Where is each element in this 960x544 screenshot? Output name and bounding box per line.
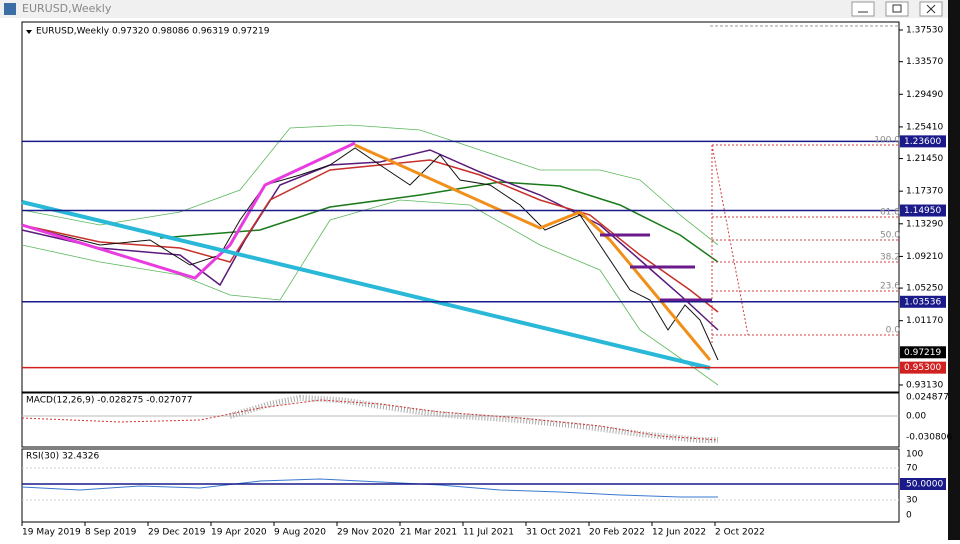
price-label: 1.05250 — [906, 284, 943, 294]
price-label: 1.33570 — [906, 57, 943, 67]
chart-drawings — [21, 25, 899, 501]
date-label: 9 Aug 2020 — [274, 528, 326, 538]
macd-signal — [21, 399, 719, 441]
fib-label: 23.6 — [880, 282, 900, 292]
restore-button[interactable] — [885, 1, 909, 17]
fib-label: 50.0 — [880, 231, 900, 241]
level-tag — [900, 346, 946, 359]
ma-purple — [21, 149, 719, 331]
date-label: 11 Jul 2021 — [463, 528, 514, 538]
close-icon — [926, 4, 936, 14]
price-label: 1.25410 — [906, 122, 943, 132]
price-label: 1.37530 — [906, 26, 943, 36]
price-label: 1.01170 — [906, 316, 943, 326]
fib-label: 38.2 — [880, 253, 900, 263]
fib-label: 100.0 — [874, 136, 900, 146]
window-title: EURUSD,Weekly — [22, 2, 112, 15]
price — [21, 147, 719, 361]
fib-label: 0.0 — [886, 326, 901, 336]
macd-header: MACD(12,26,9) -0.028275 -0.027077 — [26, 396, 192, 406]
main-header: EURUSD,Weekly 0.97320 0.98086 0.96319 0.… — [36, 27, 270, 37]
header-arrow — [26, 30, 32, 34]
bollinger-lower — [21, 199, 719, 386]
date-label: 19 May 2019 — [22, 528, 81, 538]
level-label: 1.14950 — [904, 206, 941, 216]
level-label: 0.95300 — [904, 363, 941, 373]
date-label: 20 Feb 2022 — [589, 528, 645, 538]
ma-green — [159, 181, 719, 263]
level-label: 1.23600 — [904, 137, 941, 147]
date-label: 12 Jun 2022 — [652, 528, 706, 538]
rsi-label: 0 — [906, 511, 912, 521]
trend-pink — [21, 141, 356, 280]
date-label: 29 Nov 2020 — [337, 528, 395, 538]
level-label: 0.97219 — [904, 348, 941, 358]
date-label: 29 Dec 2019 — [148, 528, 206, 538]
date-label: 21 Mar 2021 — [400, 528, 457, 538]
restore-icon — [892, 4, 902, 13]
rsi-label: 30 — [906, 496, 918, 506]
date-label: 8 Sep 2019 — [85, 528, 137, 538]
rsi-panel — [21, 448, 900, 523]
level-label: 1.03536 — [904, 297, 941, 307]
minimize-button[interactable] — [851, 1, 875, 17]
trend-orange — [354, 143, 712, 361]
level-tag — [900, 361, 946, 374]
date-label: 19 Apr 2020 — [211, 528, 267, 538]
price-label: 1.21450 — [906, 154, 943, 164]
bollinger-upper — [21, 124, 719, 246]
ma-red — [21, 159, 719, 313]
edge — [948, 0, 960, 540]
macd-panel — [21, 392, 900, 448]
macd-label: 0.024877 — [906, 393, 949, 403]
main-panel — [21, 21, 900, 393]
macd-hist — [229, 394, 718, 443]
rsi-line — [21, 478, 718, 498]
price-label: 1.17370 — [906, 187, 943, 197]
price-label: 1.13290 — [906, 219, 943, 229]
fib-label: 61.8 — [880, 208, 900, 218]
price-label: 1.09210 — [906, 252, 943, 262]
window-controls[interactable] — [851, 1, 943, 17]
macd-label: -0.030806 — [906, 433, 952, 443]
level-tag — [900, 295, 946, 308]
level-tag — [900, 204, 946, 217]
date-label: 31 Oct 2021 — [526, 528, 582, 538]
price-label: 0.93130 — [906, 380, 943, 390]
rsi-label: 70 — [906, 464, 918, 474]
rsi-header: RSI(30) 32.4326 — [26, 452, 99, 462]
date-label: 2 Oct 2022 — [715, 528, 765, 538]
window-icon — [4, 3, 16, 15]
macd-label: 0.00 — [906, 412, 926, 422]
title-bar — [0, 0, 948, 18]
rsi-tag — [900, 478, 946, 490]
price-label: 1.29490 — [906, 90, 943, 100]
trend-cyan — [21, 200, 711, 370]
rsi-label: 50.0000 — [906, 480, 943, 490]
rsi-label: 100 — [906, 450, 923, 460]
level-tag — [900, 135, 946, 148]
